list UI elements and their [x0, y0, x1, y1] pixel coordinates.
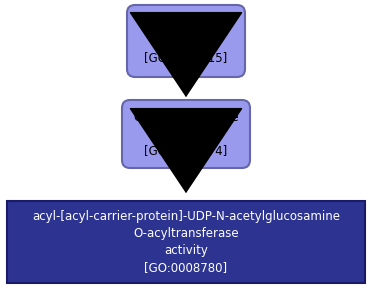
FancyBboxPatch shape: [122, 100, 250, 168]
Text: acyltransferase
activity
[GO:0008415]: acyltransferase activity [GO:0008415]: [140, 18, 232, 64]
Text: acyl-[acyl-carrier-protein]-UDP-N-acetylglucosamine
O-acyltransferase
activity
[: acyl-[acyl-carrier-protein]-UDP-N-acetyl…: [32, 210, 340, 274]
FancyBboxPatch shape: [7, 201, 365, 283]
Text: O-acyltransferase
activity
[GO:0008374]: O-acyltransferase activity [GO:0008374]: [133, 110, 239, 158]
FancyBboxPatch shape: [127, 5, 245, 77]
